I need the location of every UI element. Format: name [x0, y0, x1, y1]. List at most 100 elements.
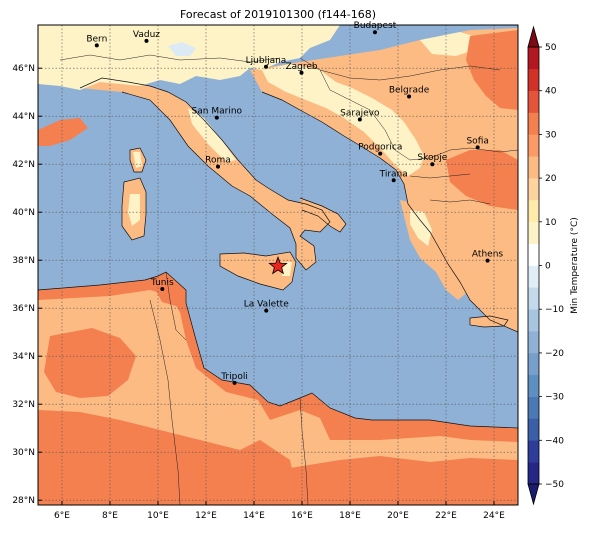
colorbar-segment: [528, 396, 539, 419]
colorbar-segment: [528, 287, 539, 310]
city-label: San Marino: [192, 107, 243, 117]
lat-tick-label: 44°N: [12, 112, 35, 122]
colorbar-segment: [528, 462, 539, 485]
colorbar-segment: [528, 68, 539, 91]
colorbar-tick-label: −50: [545, 480, 564, 490]
colorbar-tick-label: 40: [545, 87, 557, 97]
adriatic-warm-region: [466, 30, 518, 110]
colorbar-tick-label: 30: [545, 130, 557, 140]
colorbar-tick-label: −20: [545, 349, 564, 359]
lat-tick-label: 32°N: [12, 400, 35, 410]
colorbar-segment: [528, 374, 539, 397]
lat-tick-label: 40°N: [12, 208, 35, 218]
colorbar-segment: [528, 47, 539, 70]
city-dot: [372, 30, 377, 35]
tunisia-warm-region: [150, 274, 184, 306]
forecast-location: [268, 256, 288, 275]
colorbar-segment: [528, 331, 539, 354]
lon-tick-label: 22°E: [435, 511, 457, 521]
city-dot: [214, 115, 219, 120]
city-dot: [485, 258, 490, 263]
lon-tick-label: 20°E: [387, 511, 409, 521]
colorbar-tick-label: 20: [545, 174, 557, 184]
city-label: Budapest: [354, 21, 397, 31]
city-label: Podgorica: [358, 143, 402, 153]
city-dot: [391, 178, 396, 183]
alps-cool-region: [38, 25, 340, 90]
city-dot: [407, 94, 412, 99]
map-panel: [38, 25, 518, 505]
colorbar-segment: [528, 199, 539, 223]
lon-tick-label: 8°E: [102, 511, 118, 521]
city-dot: [232, 380, 237, 385]
greece-cool-region: [410, 210, 432, 246]
city-dot: [216, 164, 220, 169]
lat-tick-label: 42°N: [12, 160, 35, 170]
lon-tick-label: 14°E: [243, 511, 265, 521]
city-dot: [475, 145, 480, 150]
colorbar-segment: [528, 221, 539, 244]
city-label: La Valette: [244, 300, 289, 310]
city-dot: [299, 70, 304, 75]
city-dot: [357, 117, 362, 122]
colorbar-segment: [528, 134, 539, 157]
lon-tick-label: 24°E: [483, 511, 505, 521]
colorbar-segment: [528, 352, 539, 376]
colorbar-over-arrow: [527, 25, 540, 48]
budapest-cool-region: [420, 32, 480, 56]
city-label: Belgrade: [389, 86, 430, 96]
sardinia-cool-region: [128, 194, 140, 226]
colorbar-segment: [528, 265, 539, 288]
colorbar-label: Min Temperature (°C): [570, 217, 580, 314]
city-label: Zagreb: [285, 62, 317, 72]
crete-land: [470, 316, 508, 327]
lon-tick-label: 12°E: [195, 511, 217, 521]
graticule: [38, 25, 518, 505]
city-label: Roma: [205, 156, 231, 166]
colorbar-tick-label: −10: [545, 305, 564, 315]
city-label: Tunis: [150, 278, 174, 288]
italy-heel: [300, 198, 346, 232]
italy-land: [80, 78, 330, 270]
city-label: Vaduz: [133, 30, 160, 40]
colorbar-segment: [528, 178, 539, 201]
colorbar-segment: [528, 112, 539, 135]
city-label: Athens: [472, 250, 503, 260]
city-dot: [430, 162, 435, 167]
colorbar-segment: [528, 418, 539, 441]
city-label: Sarajevo: [340, 109, 380, 119]
colorbar-under-arrow: [527, 483, 540, 506]
aegean-warm-region: [446, 150, 518, 210]
city-label: Tirana: [379, 169, 408, 179]
colorbar-segment: [528, 243, 539, 266]
lat-tick-label: 28°N: [12, 496, 35, 506]
map-title: Forecast of 2019101300 (f144-168): [180, 8, 376, 21]
city-dot: [160, 287, 165, 291]
map-axis-ticks: 6°E 8°E 10°E 12°E 14°E 16°E 18°E 20°E 22°E 24°E 28…: [12, 64, 505, 521]
colorbar-tick-label: −30: [545, 393, 564, 403]
colorbar-segment: [528, 309, 539, 332]
city-label: Tripoli: [220, 372, 248, 382]
city-label: Skopje: [417, 153, 447, 163]
coastlines: [38, 77, 518, 429]
lat-tick-label: 36°N: [12, 304, 35, 314]
borders: [59, 54, 518, 505]
dinaric-cool-region: [262, 64, 424, 176]
city-dot: [378, 151, 383, 156]
lat-tick-label: 46°N: [12, 64, 35, 74]
colorbar-tick-label: −40: [545, 436, 564, 446]
colorbar-tick-label: 50: [545, 43, 557, 53]
city-dot: [94, 43, 99, 48]
lat-tick-label: 38°N: [12, 256, 35, 266]
apennine-cool-region: [188, 108, 236, 162]
city-dot: [144, 38, 149, 43]
africa-land-20-30-inner: [44, 328, 136, 398]
city-dot: [264, 64, 268, 69]
lat-tick-label: 30°N: [12, 448, 35, 458]
star-marker: [268, 256, 288, 275]
colorbar-segment: [528, 156, 539, 179]
lon-tick-label: 18°E: [339, 511, 361, 521]
